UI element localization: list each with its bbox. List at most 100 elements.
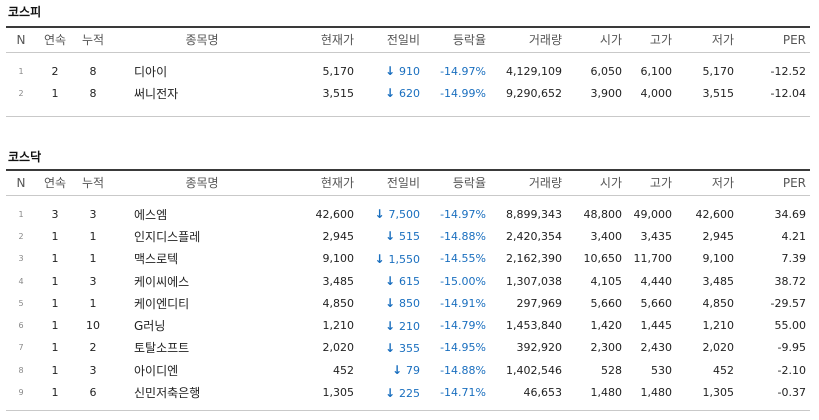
table-row[interactable]: 8 1 3 아이디엔 452 ↓ 79 -14.88% 1,402,546 528 530 452 -2… (6, 359, 810, 381)
open-price: 3,900 (590, 86, 623, 100)
price-change-value: 355 (399, 341, 420, 355)
row-number: 8 (18, 365, 24, 375)
streak-count: 1 (51, 296, 59, 310)
row-number: 9 (18, 388, 24, 398)
col-low: 저가 (711, 176, 734, 191)
stock-name[interactable]: 맥스로텍 (134, 252, 179, 267)
kosdaq-header: N 연속 누적 종목명 현재가 전일비 등락율 거래량 시가 고가 저가 PER (6, 170, 810, 195)
trade-volume: 392,920 (516, 341, 563, 355)
col-n: N (16, 175, 26, 190)
low-price: 452 (713, 363, 734, 377)
per-value: 55.00 (774, 319, 807, 333)
kosdaq-table: N 연속 누적 종목명 현재가 전일비 등락율 거래량 시가 고가 저가 PER… (6, 169, 810, 404)
row-number: 6 (18, 321, 24, 331)
row-number: 1 (18, 209, 24, 219)
low-price: 2,945 (702, 229, 735, 243)
cumulative-count: 6 (89, 386, 97, 400)
per-value: -29.57 (770, 296, 806, 310)
open-price: 5,660 (590, 296, 623, 310)
per-value: -0.37 (777, 386, 806, 400)
high-price: 5,660 (640, 296, 673, 310)
kosdaq-bottom-rule (6, 410, 810, 411)
low-price: 1,305 (702, 386, 735, 400)
down-arrow-icon: ↓ (384, 64, 395, 79)
trade-volume: 8,899,343 (506, 207, 562, 221)
down-arrow-icon: ↓ (374, 207, 385, 222)
kosdaq-section-title: 코스닥 (8, 150, 42, 164)
high-price: 3,435 (640, 229, 673, 243)
trade-volume: 1,307,038 (506, 274, 562, 288)
high-price: 11,700 (633, 252, 673, 266)
stock-name[interactable]: 인지디스플레 (134, 229, 201, 244)
streak-count: 1 (51, 363, 59, 377)
row-number: 2 (18, 88, 24, 98)
stock-name[interactable]: 디아이 (134, 64, 168, 79)
col-price: 현재가 (320, 33, 354, 48)
price-change-value: 615 (399, 275, 420, 289)
change-rate: -14.79% (440, 319, 486, 333)
price-change: ↓ 620 (358, 82, 424, 104)
col-per: PER (782, 32, 806, 47)
table-row[interactable]: 9 1 6 신민저축은행 1,305 ↓ 225 -14.71% 46,653 1,480 1,48… (6, 381, 810, 403)
table-row[interactable]: 7 1 2 토탈소프트 2,020 ↓ 355 -14.95% 392,920 2,300 2,43… (6, 337, 810, 359)
col-open: 시가 (599, 33, 622, 48)
low-price: 5,170 (702, 64, 735, 78)
table-row[interactable]: 1 2 8 디아이 5,170 ↓ 910 -14.97% 4,129,109 6,050 6,10… (6, 60, 810, 82)
down-arrow-icon: ↓ (384, 340, 395, 355)
price-change: ↓ 210 (358, 314, 424, 336)
price-change: ↓ 355 (358, 337, 424, 359)
cumulative-count: 2 (89, 341, 97, 355)
table-row[interactable]: 2 1 8 써니전자 3,515 ↓ 620 -14.99% 9,290,652 3,900 4,0… (6, 82, 810, 104)
table-row[interactable]: 2 1 1 인지디스플레 2,945 ↓ 515 -14.88% 2,420,354 3,400 3… (6, 225, 810, 247)
high-price: 4,000 (640, 86, 673, 100)
stock-name[interactable]: G러닝 (134, 319, 166, 334)
table-row[interactable]: 1 3 3 에스엠 42,600 ↓ 7,500 -14.97% 8,899,343 48,800… (6, 203, 810, 225)
per-value: 4.21 (781, 229, 807, 243)
down-arrow-icon: ↓ (384, 385, 395, 400)
price-change: ↓ 79 (358, 359, 424, 381)
low-price: 3,515 (702, 86, 735, 100)
cumulative-count: 1 (89, 229, 97, 243)
current-price: 3,485 (322, 274, 355, 288)
change-rate: -14.55% (440, 252, 486, 266)
streak-count: 1 (51, 86, 59, 100)
price-change: ↓ 7,500 (358, 203, 424, 225)
stock-name[interactable]: 케이엔디티 (134, 296, 190, 311)
col-high: 고가 (649, 176, 672, 191)
table-row[interactable]: 6 1 10 G러닝 1,210 ↓ 210 -14.79% 1,453,840 1,420 1,4… (6, 314, 810, 336)
row-number: 4 (18, 276, 24, 286)
open-price: 528 (601, 363, 622, 377)
kospi-table: N 연속 누적 종목명 현재가 전일비 등락율 거래량 시가 고가 저가 PER… (6, 26, 810, 105)
price-change: ↓ 850 (358, 292, 424, 314)
streak-count: 3 (51, 207, 59, 221)
current-price: 3,515 (322, 86, 355, 100)
price-change: ↓ 615 (358, 270, 424, 292)
trade-volume: 2,162,390 (506, 252, 562, 266)
price-change-value: 210 (399, 319, 420, 333)
current-price: 42,600 (315, 207, 355, 221)
stock-name[interactable]: 에스엠 (134, 207, 168, 222)
change-rate: -14.71% (440, 386, 486, 400)
table-row[interactable]: 3 1 1 맥스로텍 9,100 ↓ 1,550 -14.55% 2,162,390 10,650… (6, 248, 810, 270)
kosdaq-rows: 1 3 3 에스엠 42,600 ↓ 7,500 -14.97% 8,899,343 48,800… (6, 195, 810, 404)
stock-name[interactable]: 케이씨에스 (134, 274, 190, 289)
per-value: 38.72 (774, 274, 807, 288)
stock-name[interactable]: 아이디엔 (134, 363, 179, 378)
col-rate: 등락율 (452, 176, 486, 191)
cumulative-count: 3 (89, 274, 97, 288)
stock-name[interactable]: 토탈소프트 (134, 341, 190, 356)
col-streak: 연속 (43, 33, 67, 48)
col-per: PER (782, 175, 806, 190)
streak-count: 2 (51, 64, 59, 78)
change-rate: -14.97% (440, 64, 486, 78)
per-value: -9.95 (777, 341, 806, 355)
table-row[interactable]: 4 1 3 케이씨에스 3,485 ↓ 615 -15.00% 1,307,038 4,105 4,… (6, 270, 810, 292)
streak-count: 1 (51, 319, 59, 333)
row-number: 7 (18, 343, 24, 353)
row-number: 3 (18, 254, 24, 264)
streak-count: 1 (51, 229, 59, 243)
table-row[interactable]: 5 1 1 케이엔디티 4,850 ↓ 850 -14.91% 297,969 5,660 5,66… (6, 292, 810, 314)
price-change-value: 79 (406, 364, 420, 378)
stock-name[interactable]: 신민저축은행 (134, 386, 201, 401)
stock-name[interactable]: 써니전자 (134, 86, 179, 101)
